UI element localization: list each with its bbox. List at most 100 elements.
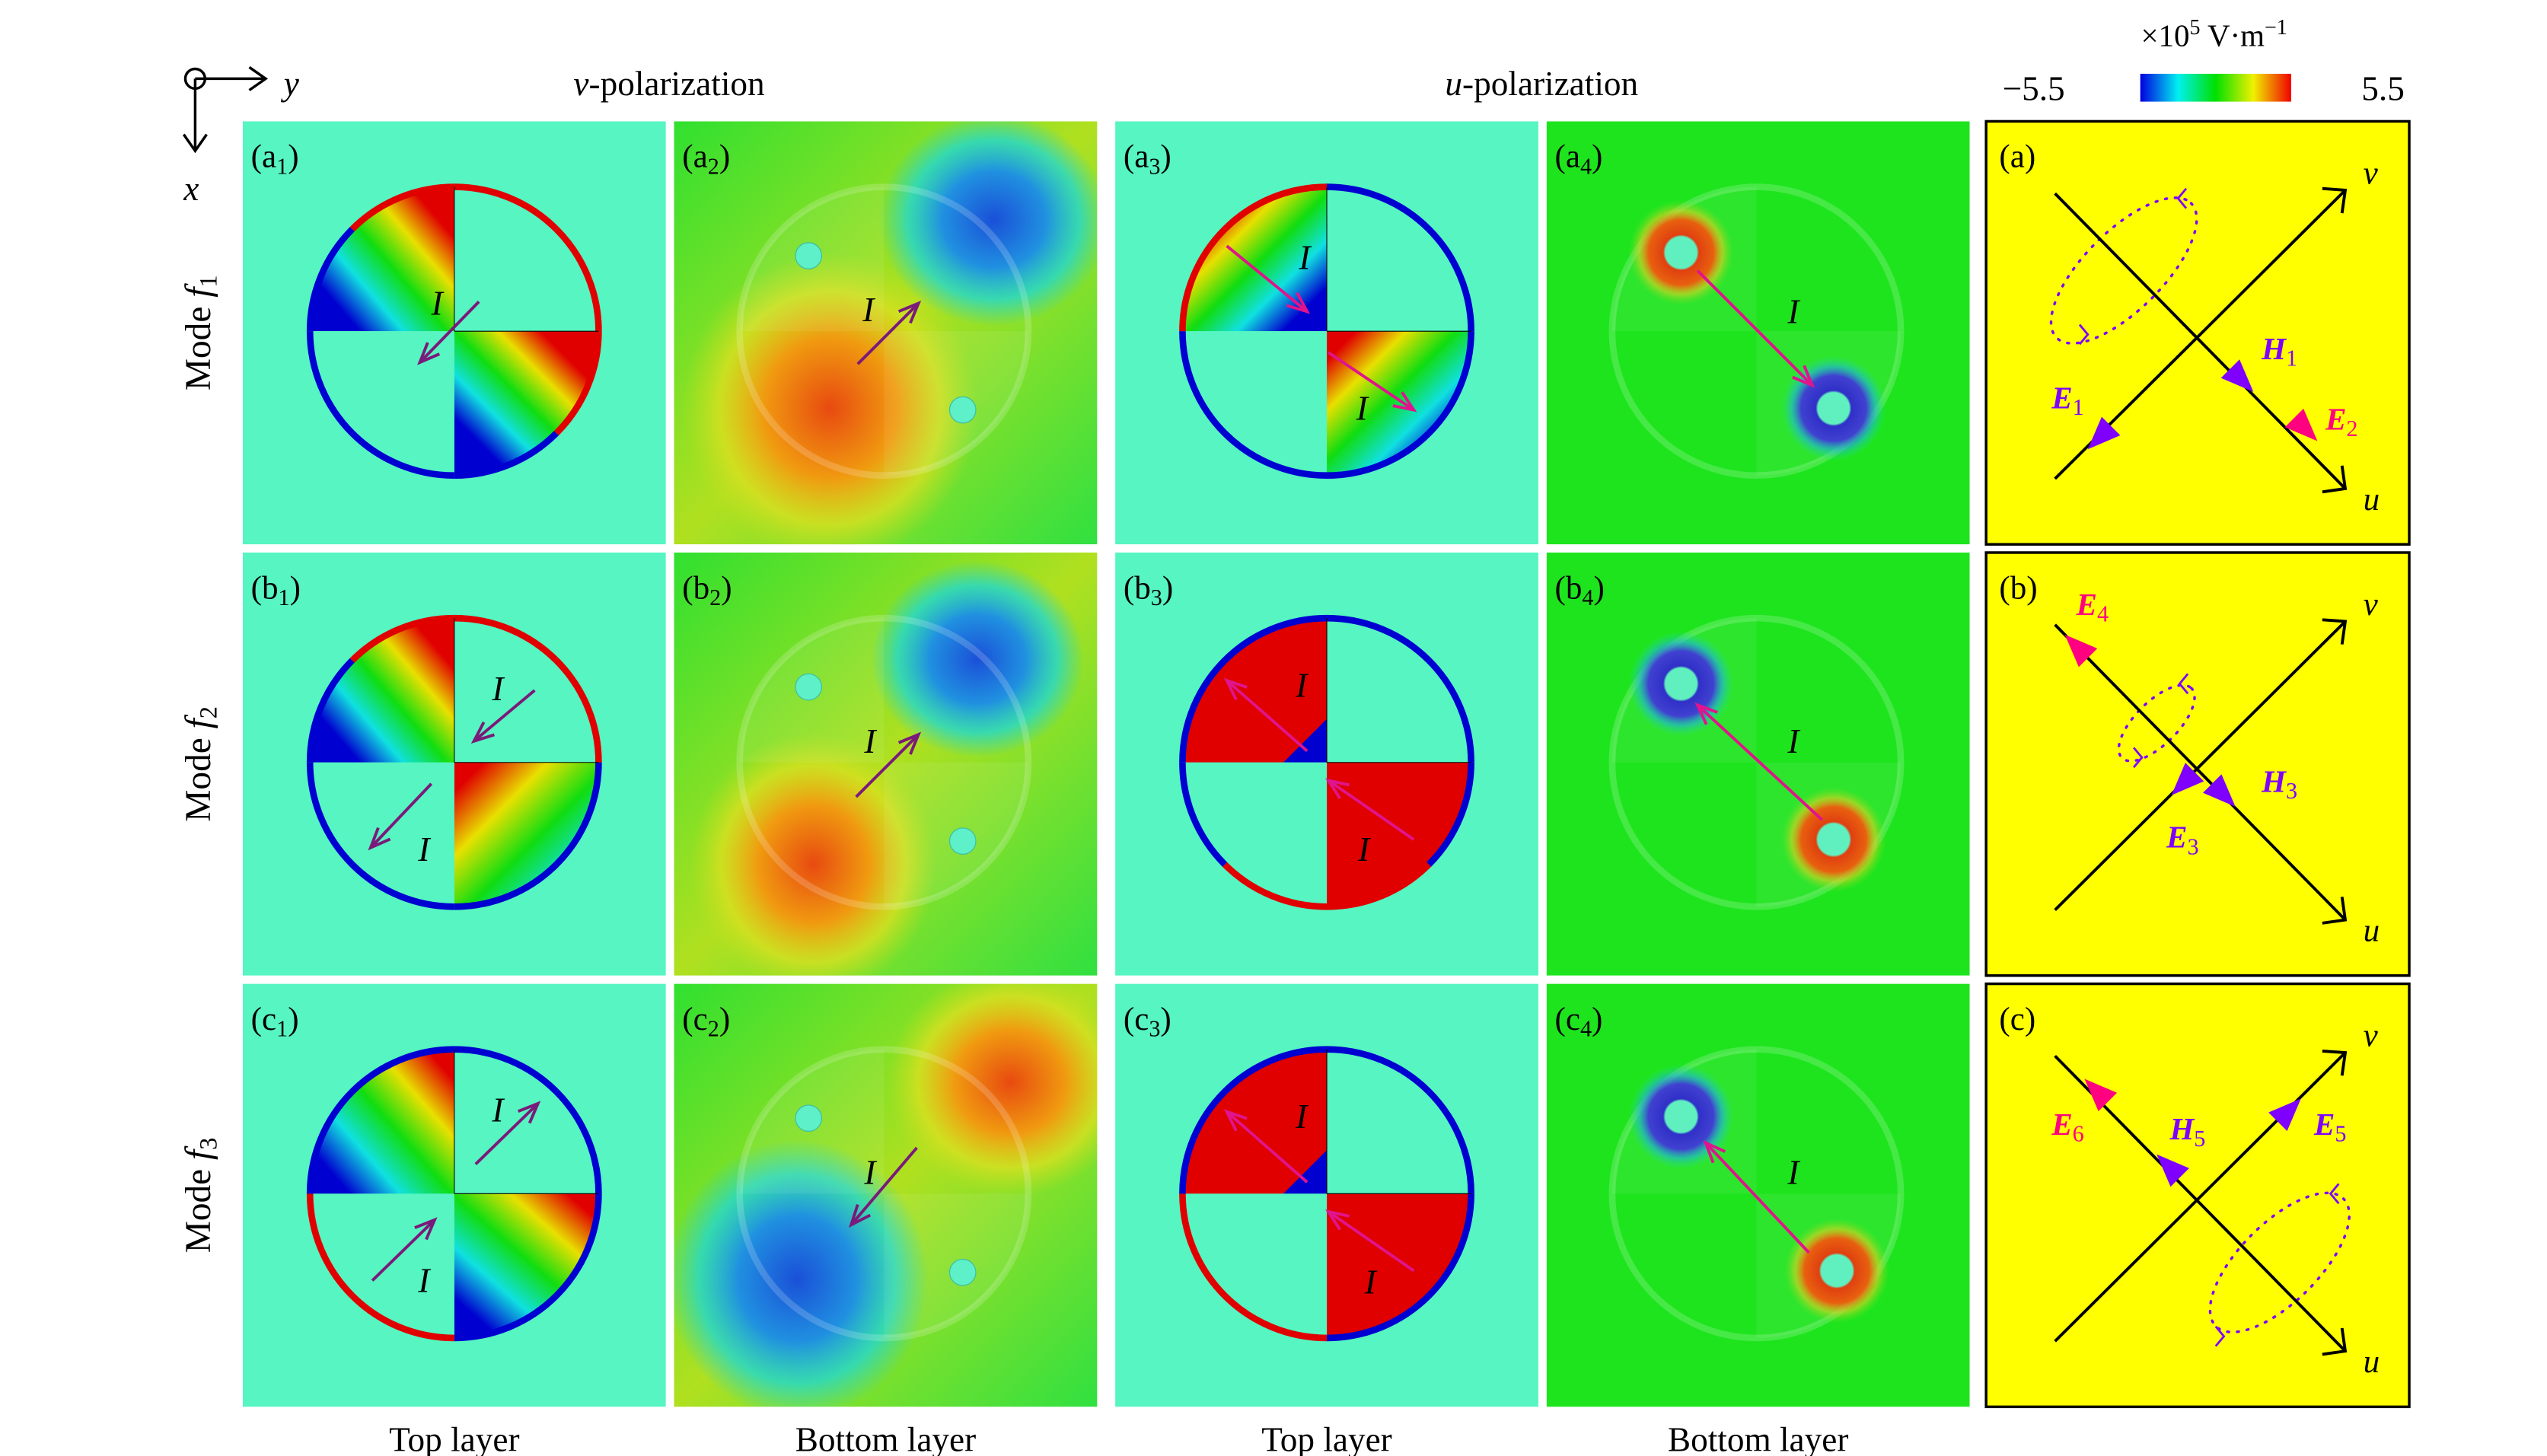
- field-vector-arrowhead-icon: [2157, 1154, 2189, 1187]
- rotation-loop-icon: [2117, 683, 2196, 763]
- ring-segment: [1427, 331, 1474, 436]
- patch-quadrant-tl: [310, 186, 454, 332]
- ring-segment: [553, 762, 602, 867]
- ring-segment: [553, 1089, 602, 1194]
- ring-segment: [349, 1293, 454, 1342]
- current-label: I: [491, 670, 505, 708]
- ring-segment: [1327, 1293, 1432, 1342]
- ring-segment: [454, 1293, 559, 1342]
- patch-quadrant-tr: [454, 186, 599, 332]
- u-axis: [2054, 623, 2347, 921]
- field-vector-arrowhead-icon: [2084, 1078, 2118, 1112]
- field-background: [1546, 983, 1970, 1407]
- v-axis-label: v: [2364, 587, 2379, 623]
- field-panel-a3: I I (a3): [1115, 121, 1538, 545]
- ring-segment: [306, 762, 355, 867]
- ring-segment: [349, 183, 454, 232]
- field-vector-label: E1: [2051, 381, 2083, 420]
- u-axis-arrowhead-icon: [2322, 465, 2348, 494]
- schematic-panel-c: (c) u v E6 H5 E5: [1984, 982, 2411, 1409]
- schematic-panel-b: (b) u v E4 E3 H3: [1984, 551, 2411, 977]
- via-dot: [948, 396, 977, 424]
- patch-quadrant-tr: [1327, 1049, 1471, 1194]
- via-dot: [948, 827, 977, 855]
- ring-segment: [1179, 1193, 1228, 1298]
- patch-quadrant-tl: [310, 1049, 454, 1194]
- current-arrow-icon: [371, 1217, 438, 1282]
- ring-segment: [1427, 227, 1474, 332]
- panel-tag: (a1): [251, 139, 299, 180]
- panel-tag: (c1): [251, 1002, 299, 1042]
- panel-tag: (c3): [1124, 1002, 1171, 1042]
- v-axis-arrowhead-icon: [2322, 1049, 2348, 1076]
- field-vector-arrowhead-icon: [2284, 408, 2318, 441]
- patch-quadrant-bl: [1182, 331, 1328, 476]
- field-vector-arrowhead-icon: [2064, 634, 2098, 667]
- current-label: I: [1295, 667, 1309, 705]
- field-donut: [1628, 631, 1734, 737]
- field-hotspot: [878, 121, 1098, 327]
- v-axis-arrowhead-icon: [2322, 618, 2348, 645]
- field-vector-label: H1: [2261, 332, 2297, 371]
- ring-segment: [1222, 862, 1328, 910]
- patch-quadrant-tl: [1182, 1049, 1328, 1194]
- ring-segment: [1427, 762, 1474, 867]
- ring-segment: [306, 658, 355, 763]
- current-arrow-icon: [856, 300, 922, 365]
- ring-segment: [454, 431, 559, 479]
- v-axis-label: v: [2364, 1018, 2379, 1053]
- rotation-loop-icon: [2049, 196, 2198, 345]
- patch-quadrant-br: [454, 762, 599, 907]
- current-label: I: [1298, 238, 1312, 276]
- v-axis: [2054, 620, 2347, 911]
- field-panel-a2: I (a2): [674, 121, 1098, 545]
- ring-segment: [306, 227, 355, 332]
- field-hotspot: [682, 252, 978, 545]
- patch-quadrant-tr: [1327, 186, 1471, 332]
- ring-segment: [454, 1046, 559, 1094]
- field-panel-c1: I I (c1): [242, 983, 666, 1407]
- current-arrow-icon: [1223, 1109, 1309, 1184]
- ring-segment: [306, 331, 355, 436]
- field-vector-arrowhead-icon: [2171, 763, 2204, 795]
- patch-quadrant-br: [454, 331, 599, 476]
- field-panel-a1: I (a1): [242, 121, 666, 545]
- ring-segment: [1222, 1293, 1328, 1342]
- ring-segment: [349, 862, 454, 910]
- field-panel-b3: I I (b3): [1115, 552, 1538, 976]
- current-arrow-icon: [417, 301, 480, 365]
- current-label: I: [491, 1091, 505, 1129]
- rotation-loop-icon: [2208, 1191, 2351, 1333]
- ring-segment: [306, 1089, 355, 1194]
- v-axis-arrowhead-icon: [2322, 186, 2348, 214]
- field-donut: [1784, 1218, 1890, 1324]
- column-label-bottom-layer-v: Bottom layer: [795, 1421, 976, 1456]
- ring-segment: [454, 614, 559, 663]
- ring-segment: [1179, 331, 1228, 436]
- patch-quadrant-bl: [310, 1193, 454, 1338]
- field-hotspot: [887, 983, 1098, 1197]
- column-label-top-layer-u: Top layer: [1261, 1421, 1391, 1456]
- current-arrow-icon: [1325, 778, 1415, 841]
- field-panel-c2: I (c2): [674, 983, 1098, 1407]
- patch-quadrant-br: [1327, 331, 1471, 476]
- field-panel-c3: I I (c3): [1115, 983, 1538, 1407]
- ring-segment: [1427, 658, 1474, 763]
- ring-segment: [553, 227, 602, 332]
- field-vector-arrowhead-icon: [2202, 774, 2236, 807]
- colorbar-unit: ×105 V·m−1: [2141, 16, 2287, 53]
- field-panel-a4: I (a4): [1546, 121, 1970, 545]
- patch-quadrant-br: [1327, 1193, 1471, 1338]
- ring-segment: [306, 1193, 355, 1298]
- ring-segment: [1427, 1193, 1474, 1298]
- schematic-panel-a: (a) u v H1 E1 E2: [1984, 119, 2411, 546]
- current-arrow-icon: [1325, 1209, 1415, 1273]
- patch-quadrant-bl: [310, 331, 454, 476]
- v-axis-label: v: [2364, 155, 2379, 191]
- field-background: [1546, 552, 1970, 976]
- current-label: I: [863, 1153, 877, 1191]
- row-label-mode-f2: Mode f2: [179, 706, 222, 822]
- panel-tag: (b1): [251, 570, 301, 610]
- current-arrow-icon: [1328, 351, 1417, 413]
